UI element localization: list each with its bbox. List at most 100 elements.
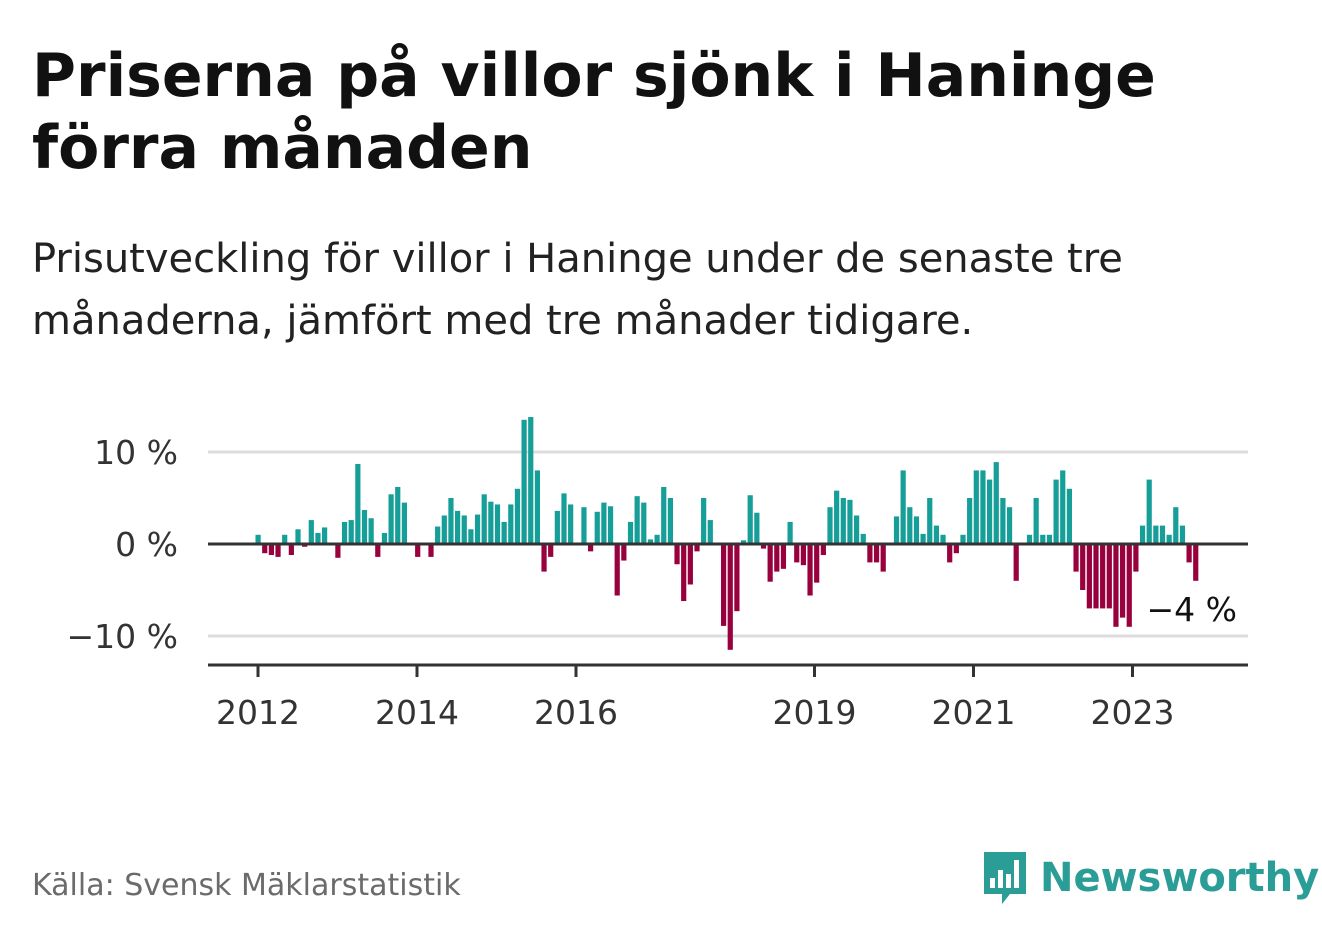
data-bar: [534, 470, 540, 544]
data-bar: [860, 533, 866, 544]
data-bar: [707, 520, 713, 544]
data-bar: [295, 529, 301, 544]
brand-name: Newsworthy: [1040, 855, 1320, 901]
data-bar: [760, 544, 767, 549]
brand-logo: Newsworthy: [980, 848, 1319, 908]
data-bar: [541, 544, 547, 572]
data-bar: [614, 544, 620, 596]
chart-title: Priserna på villor sjönk i Haninge förra…: [32, 41, 1156, 183]
data-bar: [701, 498, 707, 544]
data-bar: [1046, 534, 1053, 544]
data-bar: [395, 486, 401, 544]
data-bar: [488, 501, 494, 544]
data-bar: [568, 504, 574, 544]
data-bar: [641, 502, 647, 544]
data-bar: [1006, 507, 1013, 544]
data-bar: [967, 498, 973, 544]
data-bar: [455, 510, 461, 544]
data-bar: [953, 544, 959, 554]
data-bar: [674, 544, 680, 565]
data-bar: [634, 496, 640, 544]
data-bar: [1153, 525, 1159, 544]
data-bar: [494, 504, 501, 544]
data-bar: [794, 544, 800, 563]
data-bar: [1193, 544, 1199, 581]
data-bar: [807, 544, 813, 596]
data-bar: [268, 544, 274, 556]
data-bar: [900, 470, 906, 544]
data-bar: [980, 470, 986, 544]
last-value-label: −4 %: [1147, 590, 1238, 629]
data-bar: [740, 540, 747, 544]
data-bar: [1126, 544, 1132, 627]
data-bar: [348, 520, 354, 544]
data-bar: [1133, 544, 1139, 572]
data-bar: [647, 539, 654, 544]
data-bar: [607, 506, 614, 544]
x-tick-label: 2019: [773, 693, 857, 732]
data-bar: [1179, 525, 1186, 544]
data-bar: [947, 544, 953, 563]
data-bar: [767, 544, 773, 582]
data-bar: [893, 516, 900, 544]
data-bar: [468, 529, 474, 544]
data-bar: [308, 520, 314, 544]
data-bar: [401, 502, 407, 544]
data-bar: [548, 544, 554, 557]
data-bar: [508, 504, 514, 544]
data-bar: [528, 417, 534, 544]
data-bar: [435, 526, 441, 544]
y-tick-label: −10 %: [67, 617, 179, 656]
data-bar: [1120, 544, 1126, 618]
data-bar: [840, 498, 846, 544]
data-bar: [388, 494, 394, 544]
x-tick-label: 2014: [375, 693, 459, 732]
data-bar: [694, 544, 700, 552]
data-bar: [1146, 479, 1152, 544]
data-bar: [368, 518, 374, 544]
data-bar: [960, 534, 966, 544]
data-bar: [1033, 498, 1039, 544]
data-bar: [514, 488, 521, 544]
data-bar: [1073, 544, 1079, 572]
data-bar: [415, 544, 421, 557]
data-bar: [1113, 544, 1119, 627]
x-tick-label: 2012: [216, 693, 300, 732]
data-bar: [621, 544, 627, 561]
data-bar: [428, 544, 434, 557]
data-bar: [774, 544, 780, 572]
data-bar: [381, 532, 388, 544]
x-tick-label: 2016: [534, 693, 618, 732]
data-bar: [322, 527, 328, 544]
data-bar: [927, 498, 933, 544]
data-bar: [275, 544, 281, 557]
data-bar: [820, 544, 826, 556]
y-tick-label: 0 %: [115, 525, 178, 564]
data-bar: [747, 495, 753, 544]
data-bar: [554, 510, 560, 544]
data-bar: [1000, 498, 1006, 544]
data-bar: [940, 534, 946, 544]
data-bar: [461, 515, 467, 544]
chart-subtitle: Prisutveckling för villor i Haninge unde…: [32, 236, 1123, 344]
data-bar: [933, 525, 939, 544]
data-bar: [341, 521, 348, 544]
data-bar: [721, 544, 727, 626]
data-bar: [834, 490, 840, 544]
x-tick-label: 2021: [932, 693, 1016, 732]
data-bar: [1086, 544, 1092, 609]
y-tick-label: 10 %: [94, 433, 178, 472]
data-bar: [441, 515, 447, 544]
data-bar: [854, 515, 860, 544]
data-bar: [1060, 470, 1066, 544]
data-bar: [1186, 544, 1192, 563]
data-bar: [481, 494, 487, 544]
data-bar: [661, 486, 667, 544]
bar-chart-speech-bubble-icon: [984, 852, 1026, 904]
data-bar: [1013, 544, 1019, 581]
data-bar: [588, 544, 594, 552]
data-bar: [601, 502, 607, 544]
data-bar: [1066, 488, 1072, 544]
data-bar: [727, 544, 733, 650]
data-bar: [315, 532, 321, 544]
